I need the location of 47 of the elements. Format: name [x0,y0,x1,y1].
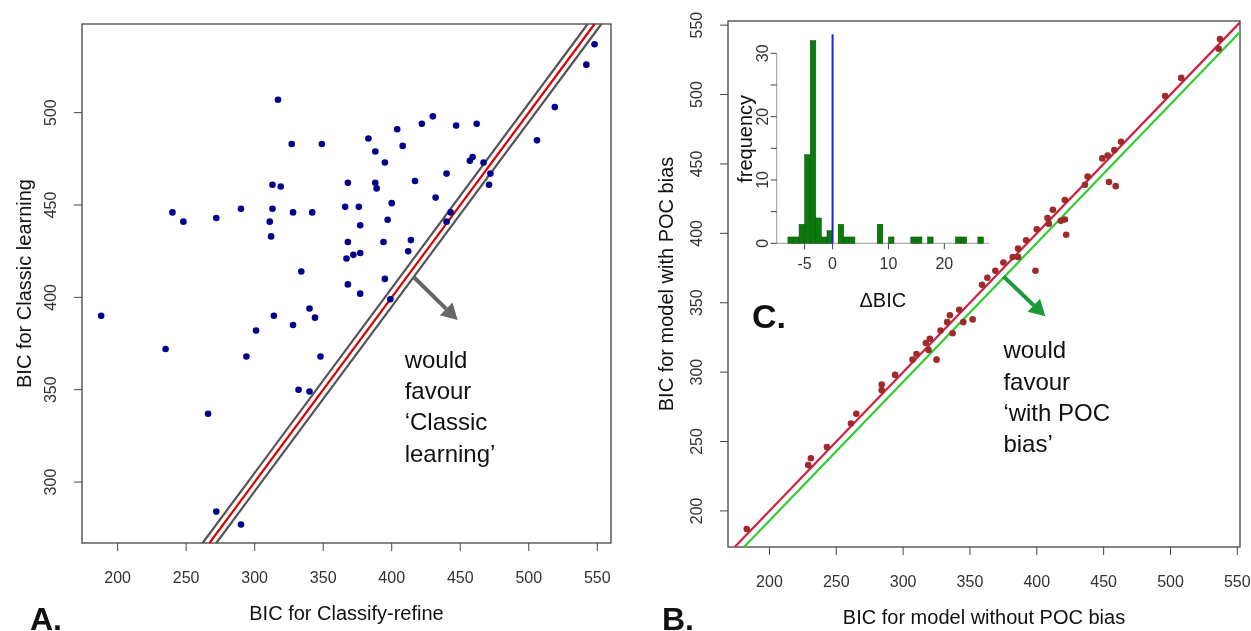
y-tick-label: 450 [687,150,705,178]
x-tick-label: 200 [104,569,132,586]
y-axis-title: BIC for model with POC bias [655,156,677,412]
y-tick-label: 350 [41,376,59,404]
y-axis-title: frequency [733,94,756,183]
y-tick-label: 0 [754,238,772,248]
x-tick-label: 350 [309,569,337,586]
y-tick-label: 300 [687,358,705,386]
x-tick-label: 0 [828,255,838,273]
y-tick-label: 400 [41,283,59,311]
y-tick-label: 30 [754,44,772,63]
y-tick-label: 250 [687,428,705,455]
x-tick-label: 10 [879,255,898,273]
x-tick-label: 550 [583,569,611,586]
annotation: would favour ‘with POC bias’ [1002,336,1111,457]
x-axis-title: BIC for model without POC bias [842,606,1126,628]
annotation: would favour ‘Classic learning’ [403,346,496,467]
x-tick-label: 400 [378,569,406,586]
x-tick-label: 20 [935,255,954,273]
x-tick-label: 500 [1157,573,1184,590]
x-tick-label: 250 [172,569,200,586]
y-tick-label: 450 [41,191,59,219]
x-tick-label: 400 [1023,573,1051,590]
y-tick-label: 400 [687,219,705,247]
y-tick-label: 300 [41,468,59,496]
y-tick-label: 10 [754,170,772,189]
x-tick-label: 300 [889,573,917,590]
text: B. [662,601,694,631]
y-tick-label: 20 [754,107,772,126]
y-axis-title: BIC for Classic learning [13,179,35,388]
y-tick-label: 500 [687,81,705,108]
y-tick-label: 550 [687,11,705,39]
x-tick-label: 550 [1223,573,1251,590]
annotation: C. [752,297,786,335]
y-tick-label: 500 [41,99,59,127]
x-tick-label: 500 [515,569,543,586]
y-tick-label: 200 [687,497,705,525]
text: A. [30,601,62,631]
y-tick-label: 350 [687,289,705,317]
x-axis-title: BIC for Classify-refine [249,602,444,624]
x-axis-title: ΔBIC [859,289,907,312]
x-tick-label: 450 [446,569,474,586]
x-tick-label: 450 [1090,573,1118,590]
x-tick-label: 350 [956,573,984,590]
x-tick-label: -5 [797,255,812,273]
x-tick-label: 250 [822,573,850,590]
x-tick-label: 300 [241,569,269,586]
